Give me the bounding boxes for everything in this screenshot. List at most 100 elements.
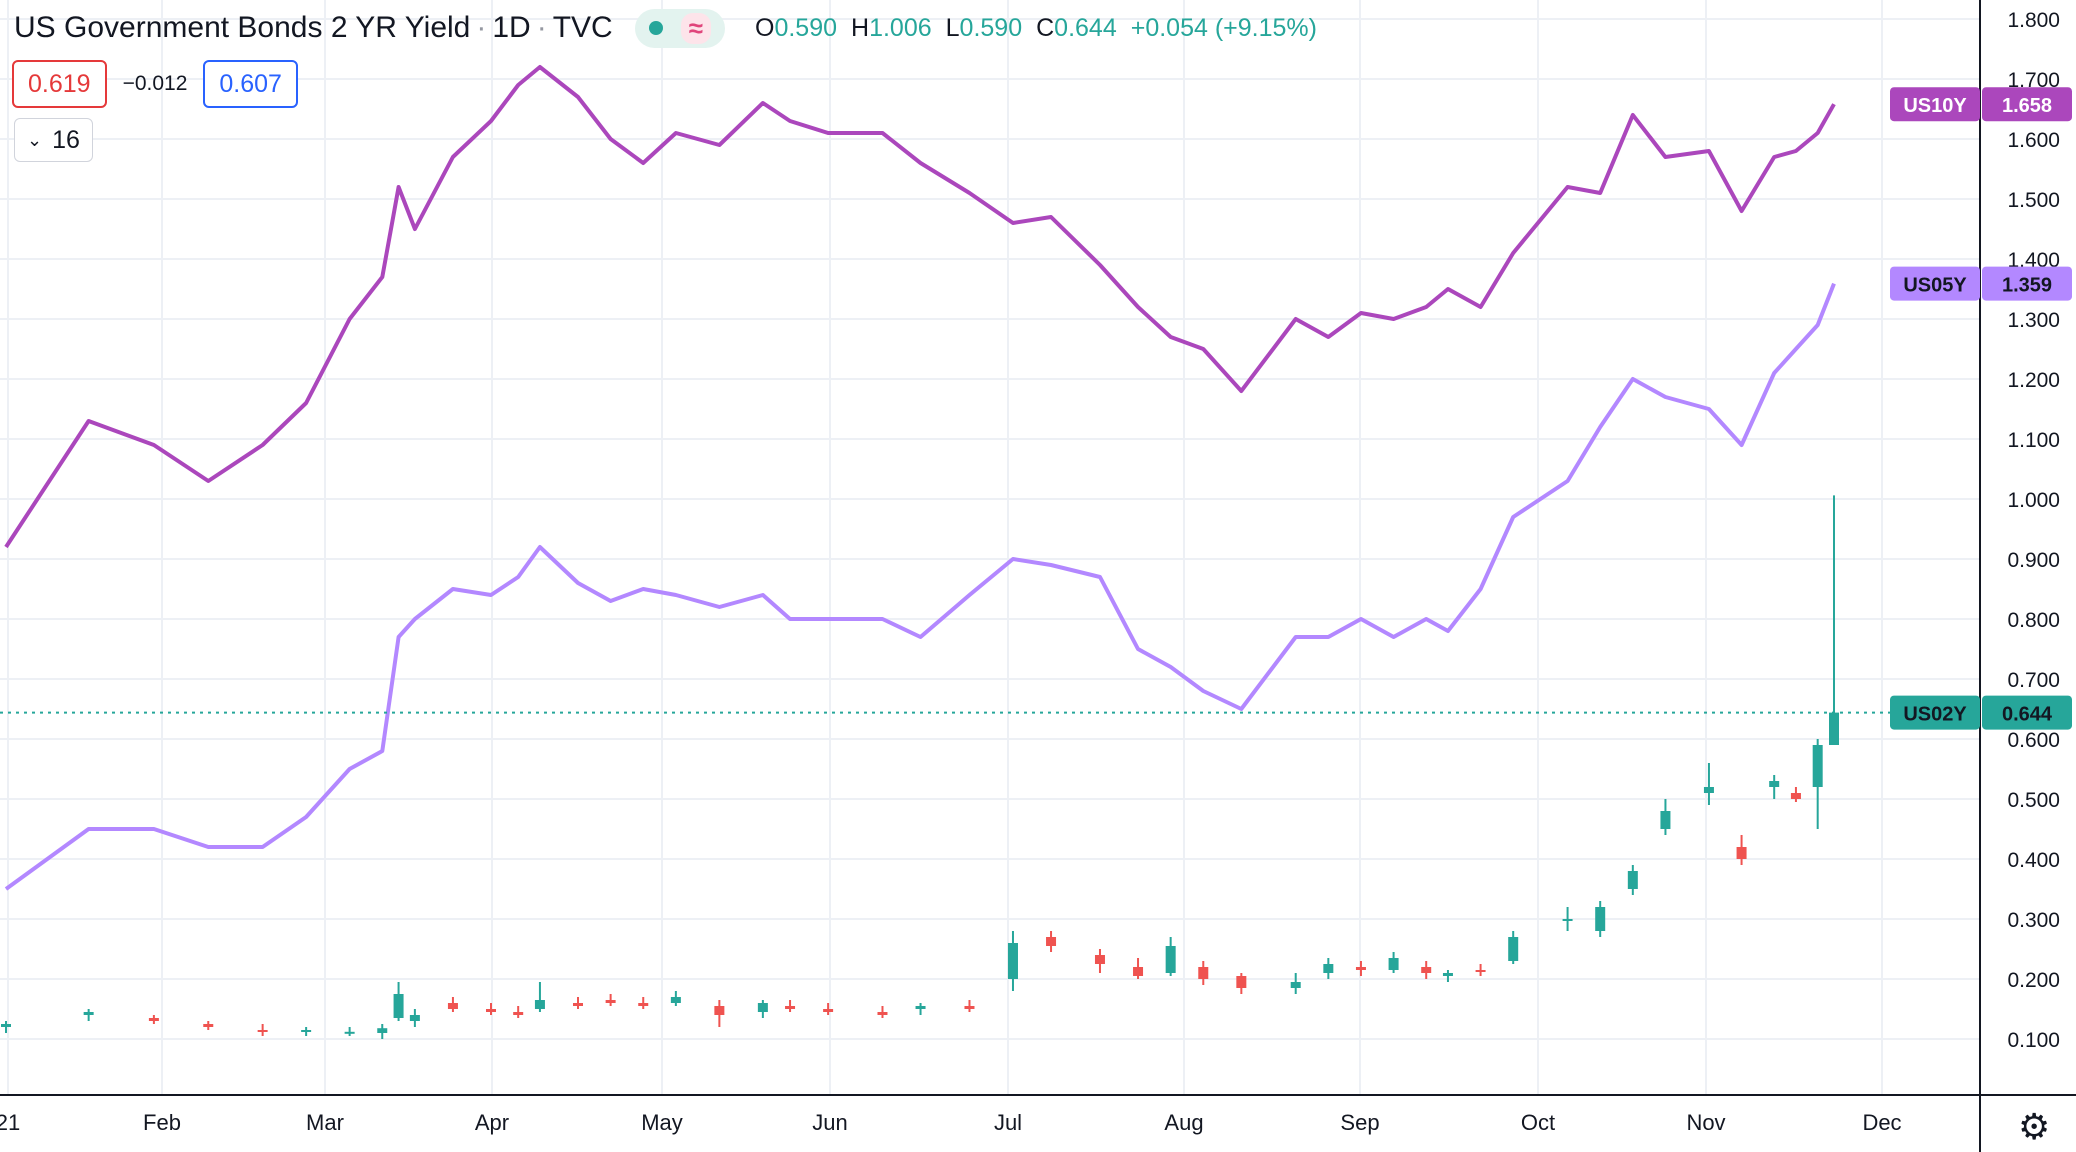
- ohlc-low-key: L: [945, 13, 960, 42]
- candle-body: [1094, 955, 1105, 964]
- y-tick-label: 0.500: [2007, 789, 2060, 812]
- ohlc-high-key: H: [851, 13, 870, 42]
- y-tick-label: 1.400: [2007, 249, 2060, 272]
- candle-body: [534, 1000, 545, 1009]
- candle-body: [572, 1003, 583, 1006]
- exchange-label: TVC: [552, 11, 613, 44]
- candle-body: [393, 994, 404, 1018]
- chart-grid: [0, 0, 1980, 1095]
- candle-body: [785, 1006, 796, 1009]
- candle-body: [1, 1024, 11, 1027]
- candle-body: [1829, 712, 1839, 745]
- candle-body: [1660, 811, 1671, 829]
- ohlc-close-value: 0.644: [1054, 13, 1117, 42]
- x-tick-label: Jul: [994, 1110, 1022, 1135]
- candle-body: [377, 1028, 388, 1033]
- candle-body: [1442, 973, 1453, 976]
- chart-header: US Government Bonds 2 YR Yield · 1D · TV…: [14, 6, 1317, 50]
- x-tick-label: Sep: [1340, 1110, 1379, 1135]
- candle-body: [605, 1000, 616, 1003]
- y-tick-label: 1.600: [2007, 129, 2060, 152]
- market-status-icon: [648, 21, 663, 35]
- indicators-toggle[interactable]: ⌄ 16: [14, 118, 93, 162]
- y-tick-label: 0.900: [2007, 549, 2060, 572]
- x-tick-label: Jun: [812, 1110, 847, 1135]
- y-tick-label: 0.100: [2007, 1029, 2060, 1052]
- candle-body: [1388, 958, 1399, 970]
- candle-body: [1562, 919, 1573, 921]
- series-layer: [0, 65, 1980, 891]
- candle-body: [670, 997, 681, 1003]
- y-tick-label: 1.500: [2007, 189, 2060, 212]
- price-change: +0.054 (+9.15%): [1130, 13, 1317, 42]
- separator: ·: [536, 11, 547, 44]
- ohlc-open-value: 0.590: [774, 13, 838, 42]
- interval-label[interactable]: 1D: [492, 11, 531, 44]
- price-tag-symbol: US10Y: [1903, 95, 1967, 117]
- candle-body: [1236, 976, 1247, 988]
- candle-body: [1475, 970, 1486, 972]
- separator: ·: [476, 11, 487, 44]
- y-tick-label: 0.200: [2007, 969, 2060, 992]
- price-tag-value: 1.359: [2002, 275, 2052, 297]
- gear-icon[interactable]: ⚙: [2018, 1106, 2051, 1147]
- candle-body: [915, 1006, 926, 1009]
- x-tick-label: 21: [0, 1110, 20, 1135]
- candle-body: [513, 1012, 524, 1015]
- candle-body: [1046, 937, 1057, 946]
- candle-body: [1421, 967, 1432, 973]
- y-tick-label: 1.000: [2007, 489, 2060, 512]
- candle-body: [203, 1024, 214, 1027]
- candle-body: [714, 1006, 725, 1015]
- candle-body: [1355, 967, 1366, 970]
- y-tick-label: 1.100: [2007, 429, 2060, 452]
- y-tick-label: 1.700: [2007, 69, 2060, 92]
- candle-body: [1198, 967, 1209, 979]
- x-tick-label: Mar: [306, 1110, 344, 1135]
- series-line-us10y: [4, 65, 1836, 549]
- compare-wave-icon[interactable]: ≈: [680, 12, 711, 44]
- price-tag-us02y: US02Y 0.644: [1890, 695, 2072, 730]
- sell-button[interactable]: 0.619: [12, 60, 107, 108]
- candle-body: [1812, 745, 1823, 787]
- price-tag-value-bg: [1982, 266, 2072, 301]
- price-tag-symbol: US05Y: [1903, 275, 1967, 297]
- x-tick-label: Dec: [1862, 1110, 1901, 1135]
- symbol-title[interactable]: US Government Bonds 2 YR Yield: [14, 11, 471, 44]
- candle-body: [1323, 964, 1334, 973]
- candle-body: [1290, 982, 1301, 988]
- y-tick-label: 0.400: [2007, 849, 2060, 872]
- x-tick-label: Oct: [1521, 1110, 1555, 1135]
- y-tick-label: 0.800: [2007, 609, 2060, 632]
- ohlc-open-key: O: [755, 13, 775, 42]
- candle-body: [1769, 781, 1780, 787]
- y-tick-label: 0.600: [2007, 729, 2060, 752]
- candle-body: [1790, 793, 1801, 799]
- ohlc-low-value: 0.590: [959, 13, 1023, 42]
- candle-body: [1595, 907, 1606, 931]
- ohlc-readout: O0.590 H1.006 L0.590 C0.644 +0.054 (+9.1…: [755, 14, 1317, 43]
- y-tick-label: 0.700: [2007, 669, 2060, 692]
- candles-us02y: [1, 495, 1839, 1039]
- buy-button[interactable]: 0.607: [203, 60, 298, 108]
- candle-body: [1133, 967, 1144, 976]
- candle-body: [964, 1006, 975, 1009]
- candle-body: [1703, 787, 1714, 793]
- status-pill[interactable]: ≈: [634, 8, 725, 48]
- price-tag-symbol-bg: [1890, 695, 1980, 730]
- series-price-labels: US10Y 1.658 US05Y 1.359 US02Y 0.644: [1890, 87, 2072, 730]
- price-tag-us05y: US05Y 1.359: [1890, 266, 2072, 301]
- candle-body: [1736, 847, 1747, 859]
- candle-body: [823, 1009, 834, 1012]
- candle-body: [1508, 937, 1519, 961]
- price-tag-symbol: US02Y: [1903, 704, 1967, 726]
- chevron-down-icon: ⌄: [27, 129, 43, 150]
- y-tick-label: 1.200: [2007, 369, 2060, 392]
- y-tick-label: 1.800: [2007, 9, 2060, 32]
- candle-body: [447, 1003, 458, 1009]
- price-tag-value: 1.658: [2002, 95, 2052, 117]
- candle-body: [1165, 946, 1176, 973]
- price-tag-value-bg: [1982, 695, 2072, 730]
- candle-body: [83, 1012, 94, 1015]
